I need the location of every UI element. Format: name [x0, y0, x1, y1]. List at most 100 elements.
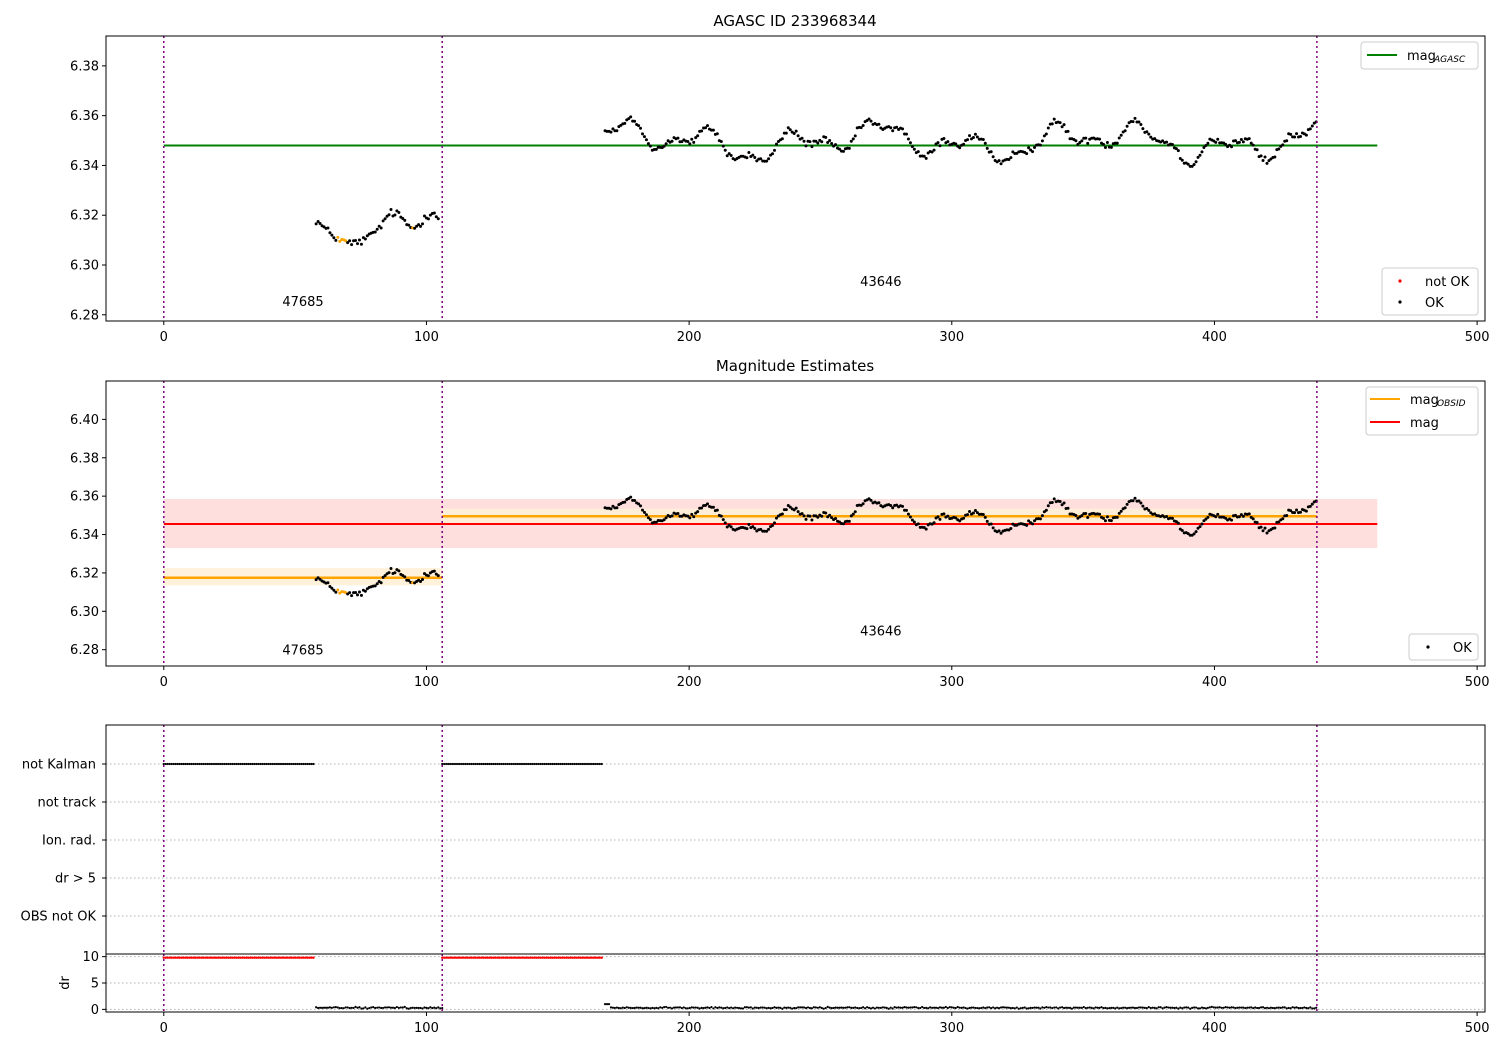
data-point: [676, 511, 680, 515]
dr-point: [411, 1006, 414, 1009]
dr-point: [1074, 1006, 1077, 1009]
dr-point: [324, 1006, 328, 1009]
data-point: [901, 504, 905, 508]
data-point: [729, 525, 733, 529]
flag-point: [508, 762, 511, 766]
data-point: [1123, 506, 1127, 510]
x-tick-label: 500: [1465, 1021, 1490, 1036]
data-point: [1145, 507, 1149, 511]
data-point: [1273, 526, 1277, 530]
flag-point: [535, 762, 538, 766]
dr-point: [1072, 1006, 1076, 1009]
dr-point-not-tracked: [592, 956, 596, 959]
dr-point: [376, 1006, 379, 1009]
dr-point-not-tracked: [235, 956, 238, 959]
dr-point: [653, 1007, 656, 1010]
data-point: [1086, 141, 1090, 145]
dr-point-not-tracked: [233, 956, 236, 959]
panel4-ylabel: dr: [58, 976, 73, 990]
dr-point-not-tracked: [563, 956, 566, 959]
data-point: [1230, 518, 1234, 522]
data-point: [932, 148, 936, 152]
flag-point: [211, 762, 215, 766]
data-point: [814, 139, 818, 143]
dr-point: [651, 1006, 654, 1009]
dr-point: [1114, 1007, 1117, 1010]
data-point: [904, 132, 908, 136]
dr-point: [791, 1007, 794, 1010]
data-point: [609, 507, 613, 511]
dr-point: [858, 1007, 861, 1010]
dr-point: [911, 1006, 914, 1009]
flag-point: [306, 762, 309, 766]
data-point: [350, 594, 354, 598]
dr-point-not-tracked: [444, 956, 448, 959]
dr-point: [1047, 1006, 1050, 1009]
x-tick-label: 200: [677, 330, 702, 345]
data-point: [1293, 135, 1297, 139]
dr-point: [854, 1006, 857, 1009]
dr-point: [668, 1006, 672, 1009]
data-point: [1139, 501, 1143, 505]
data-point: [753, 526, 757, 530]
flag-row-label: not Kalman: [22, 758, 96, 773]
flag-point: [580, 762, 584, 766]
dr-point-not-tracked: [166, 956, 169, 959]
dr-point: [1165, 1005, 1168, 1009]
data-point: [623, 500, 627, 504]
data-point: [997, 159, 1001, 163]
flag-point: [443, 762, 446, 766]
dr-point-not-tracked: [590, 956, 594, 959]
dr-point-not-tracked: [496, 956, 499, 959]
data-point: [1310, 124, 1314, 128]
dr-point: [1070, 1007, 1074, 1010]
flag-point: [490, 762, 493, 766]
y-tick-label: 6.30: [70, 258, 99, 273]
y-tick-label: 6.34: [70, 528, 99, 543]
dr-point: [342, 1007, 345, 1010]
dr-point-not-tracked: [225, 956, 229, 959]
dr-point-not-tracked: [450, 956, 454, 959]
flag-point: [302, 762, 305, 766]
flag-point: [569, 762, 572, 766]
x-tick-label: 500: [1465, 675, 1490, 690]
data-point: [1170, 516, 1174, 520]
dr-point: [1230, 1006, 1233, 1009]
data-point: [800, 512, 804, 516]
dr-point-not-tracked: [555, 956, 558, 959]
data-point: [1298, 510, 1302, 514]
data-point: [432, 211, 436, 215]
data-point: [938, 144, 942, 148]
dr-point: [722, 1007, 725, 1010]
dr-point: [1163, 1006, 1166, 1009]
data-point: [1192, 163, 1196, 167]
dr-point-not-tracked: [268, 956, 272, 959]
dr-point-not-tracked: [282, 956, 286, 959]
flag-point: [478, 762, 481, 766]
data-point: [916, 522, 920, 526]
data-point: [1038, 517, 1042, 521]
flag-point: [571, 762, 574, 766]
y-tick-label: 6.38: [70, 59, 99, 74]
data-point: [808, 514, 812, 518]
flag-point: [545, 762, 548, 766]
flag-point: [231, 762, 234, 766]
data-point: [1259, 154, 1263, 158]
data-point: [816, 141, 820, 145]
data-point: [721, 518, 725, 522]
data-point: [696, 510, 700, 514]
dr-point: [1256, 1006, 1259, 1010]
dr-point-not-tracked: [227, 956, 230, 959]
flag-point: [521, 762, 525, 766]
dr-point: [708, 1006, 711, 1010]
data-point: [637, 502, 641, 506]
data-point: [354, 590, 358, 594]
data-point: [1052, 117, 1056, 121]
dr-point: [696, 1006, 699, 1009]
y-tick-label: 6.32: [70, 209, 99, 224]
dr-point: [1232, 1006, 1235, 1009]
dr-point: [645, 1006, 648, 1009]
data-point: [1285, 139, 1289, 143]
dr-point: [1053, 1006, 1056, 1009]
flag-row-label: OBS not OK: [21, 910, 97, 925]
